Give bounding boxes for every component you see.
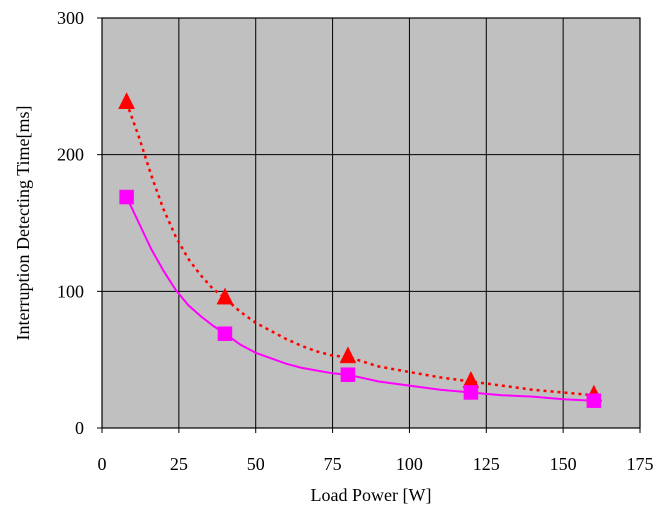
x-axis-ticks: 0 25 50 75 100 125 150 175 [98,428,654,474]
x-tick-label: 125 [473,454,500,474]
x-tick-label: 150 [550,454,577,474]
series-1-line [125,102,595,397]
y-tick-label: 0 [75,418,84,438]
x-axis-title: Load Power [W] [311,485,432,505]
plot-area [102,18,640,428]
series-1-point [216,287,234,305]
series-2-point [217,326,233,341]
x-tick-label: 25 [170,454,188,474]
x-tick-label: 75 [324,454,342,474]
gridlines [102,18,640,428]
plot-frame [101,17,641,429]
series-2-point [463,385,479,400]
series-2 [119,189,602,408]
x-tick-label: 175 [627,454,654,474]
series-1-point [118,92,135,109]
y-tick-label: 300 [57,8,84,28]
y-tick-label: 200 [57,145,84,165]
y-axis-title: Interruption Detecting Time[ms] [13,106,33,341]
series-2-point [586,393,602,408]
y-axis-ticks: 0 100 200 300 [57,8,102,438]
series-2-point [340,367,356,382]
series-layer [118,92,603,408]
x-tick-label: 50 [247,454,265,474]
x-tick-label: 100 [396,454,423,474]
series-2-point [119,189,134,205]
series-1-point [339,346,357,364]
x-tick-label: 0 [98,454,107,474]
y-tick-label: 100 [57,281,84,301]
